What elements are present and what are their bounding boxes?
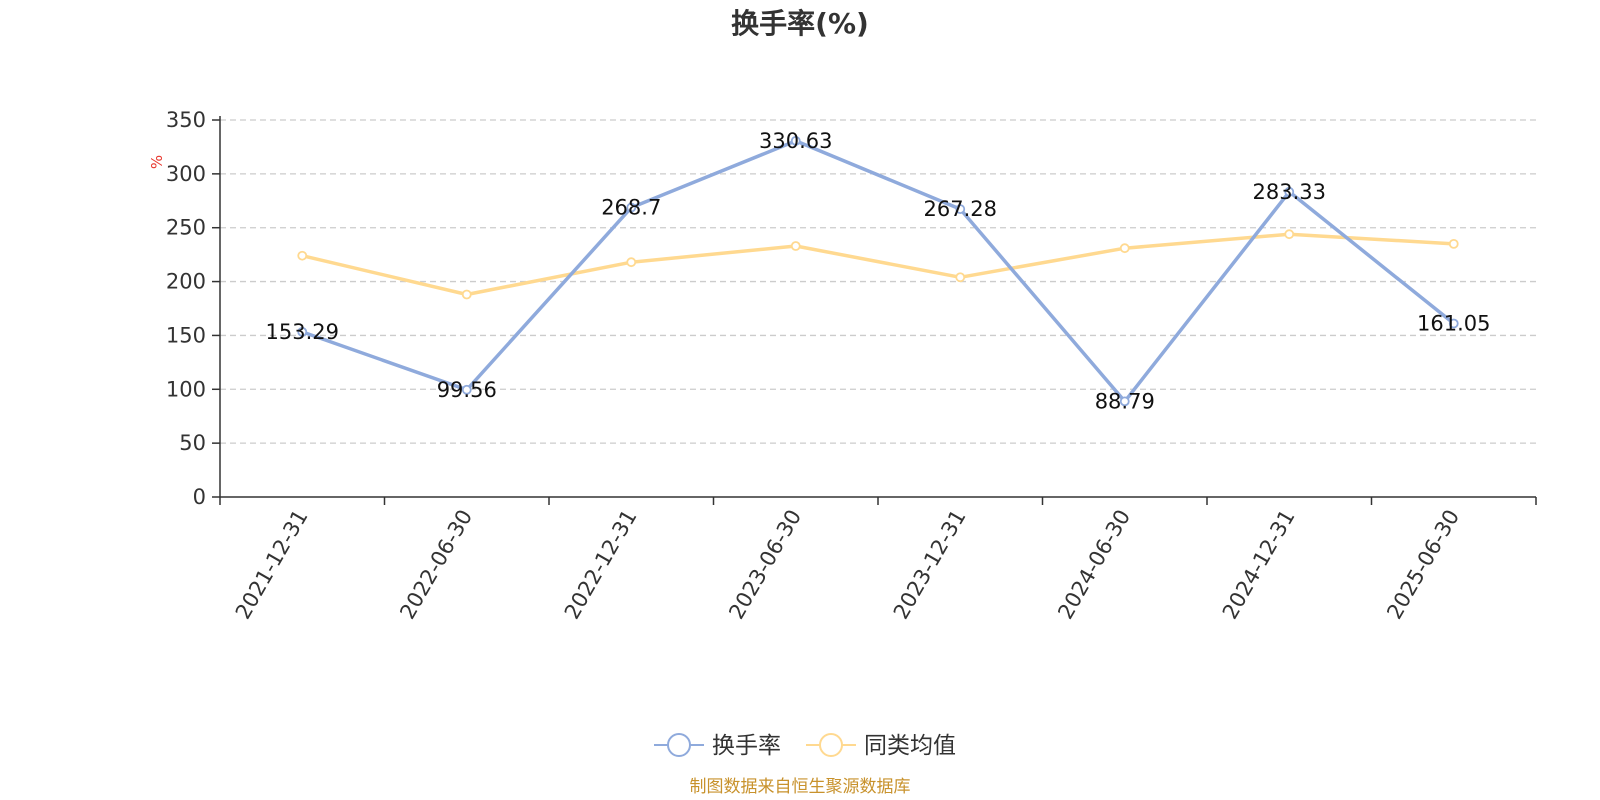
- y-tick-label: 350: [166, 108, 206, 132]
- x-tick-label: 2024-06-30: [1053, 506, 1135, 624]
- source-note: 制图数据来自恒生聚源数据库: [690, 777, 911, 797]
- y-tick-label: 300: [166, 162, 206, 186]
- y-tick-label: 250: [166, 216, 206, 240]
- series-point-1: [626, 257, 637, 268]
- y-tick-label: 50: [179, 431, 206, 455]
- series-point-0: [1284, 186, 1295, 197]
- y-tick-label: 200: [166, 270, 206, 294]
- series-point-1: [1448, 238, 1459, 249]
- y-tick-label: 100: [166, 377, 206, 401]
- y-tick-label: 150: [166, 323, 206, 347]
- series-point-0: [1119, 396, 1130, 407]
- series-point-0: [297, 326, 308, 337]
- series-point-0: [626, 202, 637, 213]
- series-line-0: [301, 139, 1455, 404]
- data-label: 283.33: [1253, 180, 1326, 204]
- series-point-1: [1284, 229, 1295, 240]
- data-label: 99.56: [437, 378, 497, 402]
- series-point-1: [790, 241, 801, 251]
- axes: 0 50 100 150 200 250 300 350 2021-12-31 2022-06-3…: [166, 108, 1537, 624]
- data-label: 330.63: [759, 129, 832, 153]
- data-label: 88.79: [1095, 389, 1155, 413]
- x-tick-label: 2021-12-31: [231, 506, 313, 624]
- series-point-1: [955, 272, 966, 283]
- legend-label: 换手率: [712, 733, 781, 759]
- legend-swatch-marker: [819, 733, 843, 757]
- series-point-0: [790, 135, 801, 146]
- series-point-0: [461, 384, 472, 395]
- x-tick-label: 2022-12-31: [560, 506, 642, 624]
- legend[interactable]: 换手率 同类均值: [654, 733, 956, 759]
- data-label: 153.29: [266, 320, 339, 344]
- series-point-1: [297, 250, 308, 261]
- legend-swatch-marker: [667, 733, 691, 757]
- series-point-1: [461, 289, 472, 300]
- data-label: 267.28: [924, 197, 997, 221]
- y-axis-unit: %: [148, 155, 166, 169]
- series-point-0: [1448, 318, 1459, 329]
- data-label: 268.7: [601, 196, 661, 220]
- data-label: 161.05: [1417, 312, 1490, 336]
- x-tick-label: 2023-12-31: [889, 506, 971, 624]
- x-tick-label: 2022-06-30: [395, 506, 477, 624]
- data-labels: 153.29 99.56 268.7 330.63 267.28 88.79 283.33 1…: [266, 129, 1491, 413]
- legend-label: 同类均值: [864, 733, 956, 759]
- y-tick-label: 0: [193, 485, 206, 509]
- x-tick-label: 2024-12-31: [1218, 506, 1300, 624]
- series-layer: [297, 135, 1459, 407]
- series-point-1: [1119, 243, 1130, 254]
- series-point-0: [955, 204, 966, 215]
- series-line-1: [301, 232, 1454, 297]
- x-tick-label: 2025-06-30: [1382, 506, 1464, 624]
- x-tick-label: 2023-06-30: [724, 506, 806, 624]
- chart-title: 换手率(%): [731, 7, 869, 40]
